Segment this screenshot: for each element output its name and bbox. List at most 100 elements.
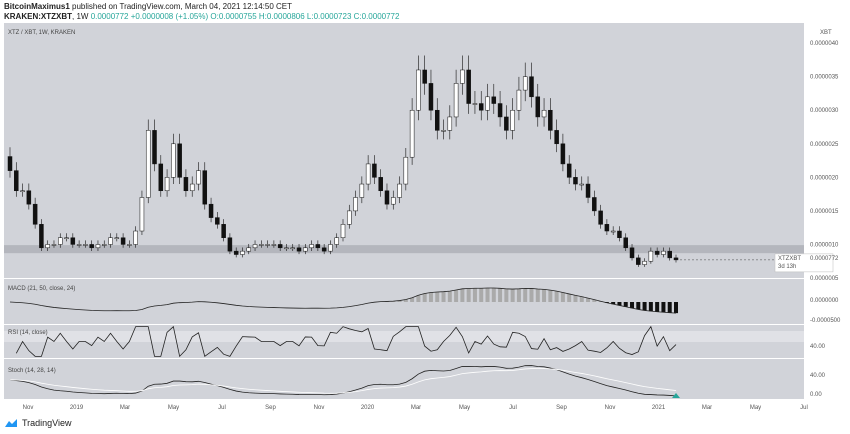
candle-body <box>478 103 484 111</box>
published-text: published on TradingView.com, March 04, … <box>72 2 293 11</box>
y-axis: 0.0000040 0.0000035 0.0000030 0.0000025 0.00… <box>810 41 839 282</box>
macd-bar <box>579 296 584 302</box>
candle-body <box>541 109 547 118</box>
candle-body <box>196 170 201 185</box>
stoch-tick-1: 0.00 <box>810 392 822 398</box>
candle-body <box>516 89 522 111</box>
candle-body <box>152 130 157 165</box>
y-tick-0: 0.0000040 <box>810 41 839 47</box>
y-unit-label: XBT <box>820 30 832 36</box>
candle-body <box>441 130 446 132</box>
candle-body <box>108 237 113 245</box>
macd-bar <box>630 302 635 309</box>
candle-body <box>378 177 383 192</box>
candle-body <box>39 224 44 249</box>
candle-body <box>636 257 641 265</box>
interval-label[interactable]: 1W <box>76 12 89 21</box>
x-tick-2: Mar <box>120 405 130 411</box>
x-tick-8: Mar <box>411 405 421 411</box>
rsi-band <box>4 331 804 342</box>
macd-line <box>9 287 677 314</box>
y-tick-6: 0.0000010 <box>810 242 839 248</box>
x-tick-15: May <box>750 405 761 411</box>
candle-body <box>391 197 396 205</box>
macd-bar <box>472 288 477 302</box>
candle-body <box>259 244 264 246</box>
macd-bar <box>466 288 471 302</box>
x-tick-14: Mar <box>702 405 712 411</box>
symbol-label[interactable]: KRAKEN:XTZXBT <box>4 12 72 21</box>
candle-body <box>14 170 19 192</box>
x-tick-5: Sep <box>265 405 276 411</box>
candle-body <box>158 163 164 192</box>
macd-bar <box>674 302 678 314</box>
candle-body <box>51 244 57 246</box>
support-zone <box>4 245 804 254</box>
macd-bar <box>416 295 421 302</box>
x-axis: Nov 2019 Mar May Jul Sep Nov 2020 Mar May Jul Sep No… <box>23 405 808 411</box>
candle-body <box>347 210 352 225</box>
author-name[interactable]: BitcoinMaximus1 <box>4 2 70 11</box>
candle-body <box>422 69 427 84</box>
y-tick-4: 0.0000020 <box>810 175 839 181</box>
candle-body <box>434 109 440 131</box>
candles <box>7 55 679 267</box>
price-tag-symbol: XTZXBT <box>778 256 801 262</box>
candle-body <box>95 244 101 249</box>
tradingview-logo-icon <box>5 419 17 427</box>
candle-body <box>447 116 453 131</box>
candle-body <box>573 177 578 185</box>
candle-body <box>290 247 295 250</box>
candle-body <box>598 210 603 225</box>
candle-body <box>221 224 226 238</box>
candle-body <box>560 143 566 165</box>
candle-body <box>89 244 94 249</box>
y-tick-2: 0.0000030 <box>810 108 839 114</box>
macd-histogram <box>378 288 678 314</box>
candle-body <box>623 237 628 249</box>
x-tick-16: Jul <box>800 405 808 411</box>
macd-bar <box>554 291 559 302</box>
macd-bar <box>592 299 597 302</box>
macd-bar <box>529 288 534 302</box>
footer: TradingView <box>4 418 72 428</box>
stoch-pane <box>4 359 804 399</box>
macd-bar <box>523 288 528 302</box>
candle-body <box>183 177 189 192</box>
candle-body <box>491 96 497 104</box>
macd-tick-0: 0.0000000 <box>810 298 839 304</box>
rsi-tick-0: 40.00 <box>810 344 826 350</box>
candle-body <box>566 163 572 178</box>
macd-bar <box>548 290 553 302</box>
candle-body <box>472 103 478 105</box>
candle-body <box>202 170 208 205</box>
rsi-line <box>15 325 677 358</box>
brand-label[interactable]: TradingView <box>22 418 72 428</box>
macd-bar <box>485 288 490 302</box>
macd-tick-1: -0.0000500 <box>810 318 841 324</box>
stoch-label: Stoch (14, 28, 14) <box>8 368 56 374</box>
candle-body <box>303 247 308 252</box>
candle-body <box>133 230 138 245</box>
candle-body <box>32 203 38 225</box>
candle-body <box>529 76 534 98</box>
price-tag <box>774 253 834 273</box>
candle-body <box>428 83 434 111</box>
macd-bar <box>403 299 408 302</box>
stoch-d-line <box>9 368 677 394</box>
candle-body <box>7 156 13 171</box>
y-tick-3: 0.0000025 <box>810 142 839 148</box>
candle-body <box>114 237 120 239</box>
candle-body <box>58 237 63 245</box>
candle-body <box>497 103 503 118</box>
candle-body <box>579 183 585 186</box>
candle-body <box>416 69 421 111</box>
macd-bar <box>479 288 484 302</box>
macd-bar <box>661 302 666 313</box>
candle-body <box>384 190 390 205</box>
candle-body <box>309 244 314 249</box>
macd-bar <box>510 289 515 302</box>
macd-bar <box>441 291 446 302</box>
macd-bar <box>567 293 572 302</box>
